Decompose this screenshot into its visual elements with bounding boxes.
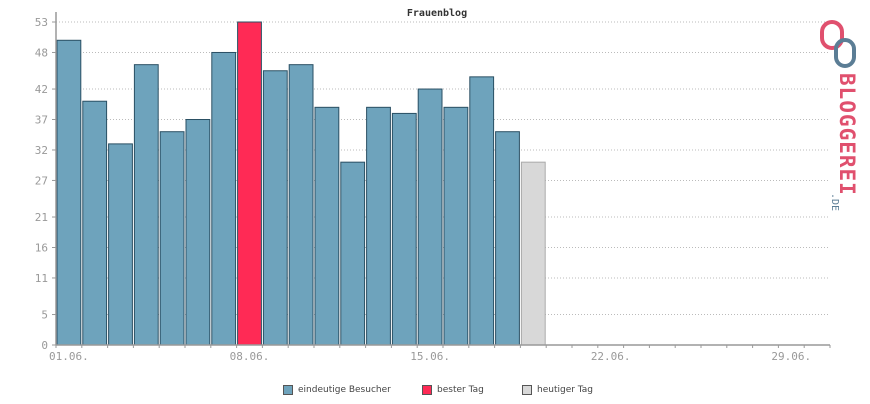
bar bbox=[288, 64, 314, 346]
axis-layer: 0 5 11 16 21 27 32 37 42 48 53 01.06. 08.06. 15.06. 22… bbox=[35, 12, 831, 363]
legend-label: eindeutige Besucher bbox=[298, 385, 391, 395]
y-tick-label: 42 bbox=[35, 83, 48, 96]
logo-icon bbox=[820, 20, 856, 68]
brand-name: BLOGGEREI bbox=[835, 73, 859, 196]
bar bbox=[159, 131, 185, 346]
y-tick-label: 48 bbox=[35, 46, 48, 59]
y-tick-label: 32 bbox=[35, 144, 48, 157]
bar bbox=[495, 131, 520, 346]
legend-item: eindeutige Besucher bbox=[283, 385, 391, 395]
bar-layer bbox=[56, 21, 546, 346]
legend-item: heutiger Tag bbox=[522, 385, 593, 395]
bar bbox=[82, 100, 108, 346]
bar bbox=[56, 39, 82, 346]
bloggerei-logo: BLOGGEREI .DE bbox=[812, 18, 868, 218]
chart-title: Frauenblog bbox=[407, 8, 467, 19]
legend-swatch bbox=[422, 385, 432, 395]
brand-suffix: .DE bbox=[829, 193, 840, 211]
grid-layer bbox=[56, 21, 830, 316]
bar-best-day bbox=[237, 21, 262, 346]
x-tick-label: 29.06. bbox=[771, 350, 811, 363]
bar bbox=[417, 88, 443, 346]
legend-label: heutiger Tag bbox=[537, 385, 594, 395]
legend: eindeutige Besucher bester Tag heutiger Ta… bbox=[0, 385, 870, 399]
legend-label: bester Tag bbox=[437, 385, 484, 395]
legend-item: bester Tag bbox=[422, 385, 484, 395]
bar bbox=[443, 106, 469, 346]
bar-today bbox=[520, 161, 546, 346]
y-tick-label: 0 bbox=[41, 339, 48, 352]
y-tick-label: 16 bbox=[35, 241, 48, 254]
bar bbox=[340, 161, 366, 346]
y-tick-label: 27 bbox=[35, 174, 48, 187]
legend-swatch bbox=[283, 385, 293, 395]
bar bbox=[314, 106, 340, 346]
bar bbox=[133, 64, 159, 346]
bar bbox=[262, 70, 288, 346]
legend-swatch bbox=[522, 385, 532, 395]
y-tick-label: 11 bbox=[35, 272, 48, 285]
x-tick-label: 08.06. bbox=[230, 350, 270, 363]
x-tick-label: 15.06. bbox=[410, 350, 450, 363]
bar bbox=[469, 76, 495, 346]
y-tick-label: 21 bbox=[35, 211, 48, 224]
y-tick-label: 37 bbox=[35, 114, 48, 127]
bar bbox=[185, 119, 211, 346]
y-tick-label: 5 bbox=[41, 309, 48, 322]
bar bbox=[108, 143, 133, 346]
bar bbox=[366, 106, 391, 346]
x-tick-label: 22.06. bbox=[591, 350, 631, 363]
x-tick-label: 01.06. bbox=[49, 350, 89, 363]
y-tick-label: 53 bbox=[35, 16, 48, 29]
bar bbox=[211, 51, 237, 346]
bar bbox=[391, 112, 417, 346]
